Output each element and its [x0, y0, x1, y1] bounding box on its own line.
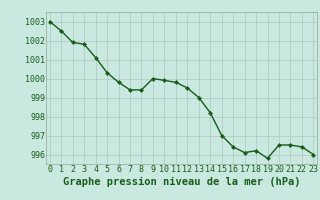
- X-axis label: Graphe pression niveau de la mer (hPa): Graphe pression niveau de la mer (hPa): [63, 177, 300, 187]
